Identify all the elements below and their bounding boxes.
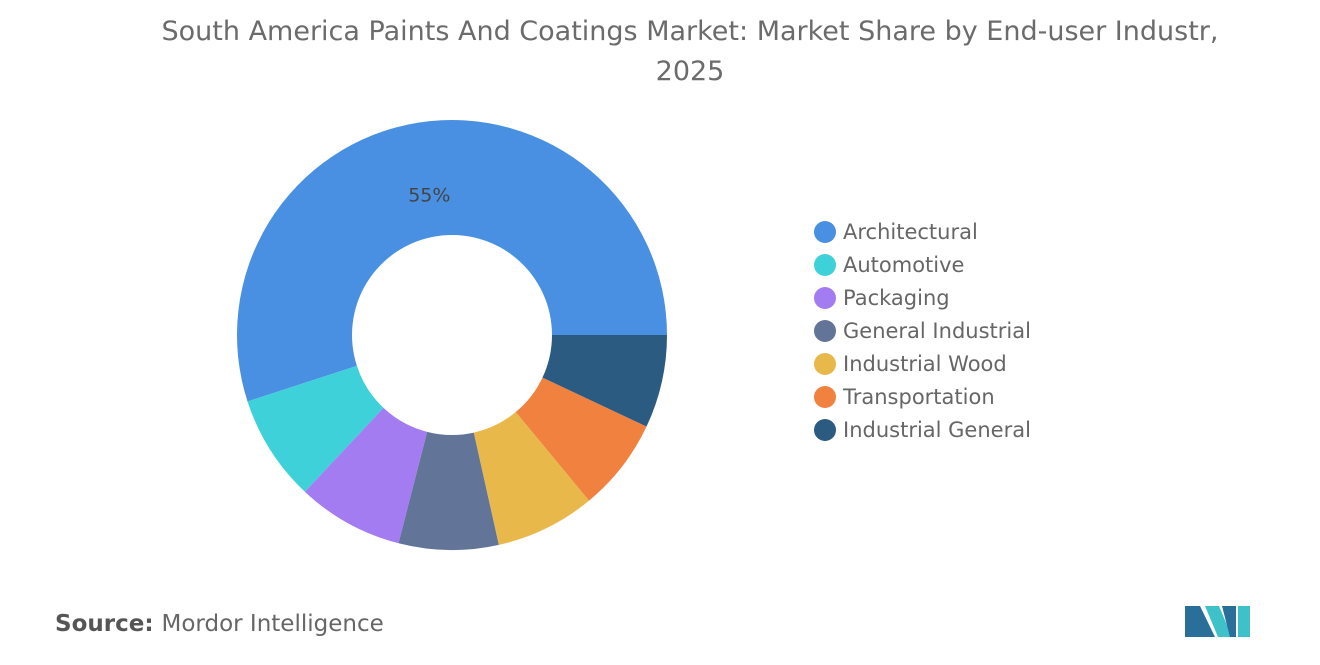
legend-label: Automotive xyxy=(843,253,964,277)
legend-marker xyxy=(814,254,836,276)
legend-marker xyxy=(814,320,836,342)
legend-marker xyxy=(814,386,836,408)
legend-marker xyxy=(814,353,836,375)
source: Source: Mordor Intelligence xyxy=(55,611,384,637)
logo xyxy=(1185,606,1250,637)
legend-label: General Industrial xyxy=(843,319,1031,343)
legend-label: Transportation xyxy=(842,385,995,409)
legend-label: Packaging xyxy=(843,286,950,310)
donut-segment xyxy=(542,335,667,427)
legend-label: Architectural xyxy=(843,220,978,244)
donut-segment xyxy=(473,412,590,545)
donut-segment xyxy=(304,407,428,544)
data-label: 55% xyxy=(408,184,450,206)
donut-segment xyxy=(247,365,384,492)
donut-segment xyxy=(515,377,647,501)
legend-marker xyxy=(814,287,836,309)
chart-title: South America Paints And Coatings Market… xyxy=(161,16,1219,87)
source-text: Mordor Intelligence xyxy=(161,611,384,637)
legend-label: Industrial General xyxy=(843,418,1031,442)
donut-segment xyxy=(398,431,499,550)
donut-segment xyxy=(237,120,667,402)
legend-marker xyxy=(814,419,836,441)
legend-label: Industrial Wood xyxy=(843,352,1007,376)
source-label: Source: xyxy=(55,611,154,637)
legend-marker xyxy=(814,221,836,243)
